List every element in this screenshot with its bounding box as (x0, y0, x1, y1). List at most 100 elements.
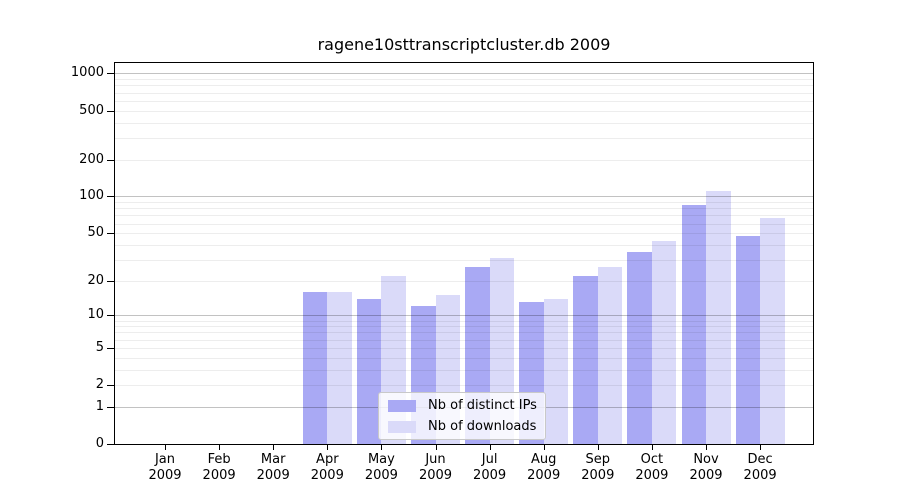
x-tick-year: 2009 (148, 468, 182, 483)
legend: Nb of distinct IPs Nb of downloads (378, 392, 546, 440)
gridline-minor (115, 92, 813, 94)
x-tick-year: 2009 (689, 468, 723, 483)
y-tick-label: 20 (87, 272, 104, 288)
x-tick-mark (327, 444, 329, 450)
bar-nb-of-downloads-oct (651, 241, 677, 444)
x-tick-label: Jun 2009 (404, 452, 468, 484)
x-tick-month: Aug (530, 452, 557, 467)
bar-nb-of-downloads-nov (706, 191, 731, 444)
bar-nb-of-distinct-ips-dec (735, 236, 761, 444)
gridline-minor (115, 137, 813, 139)
x-tick-year: 2009 (418, 468, 453, 483)
gridline-minor (115, 100, 813, 102)
bar-nb-of-distinct-ips-apr (302, 292, 328, 444)
bar-nb-of-distinct-ips-sep (573, 275, 598, 444)
x-tick-label: Jan 2009 (133, 452, 197, 484)
legend-label: Nb of downloads (428, 419, 537, 434)
legend-swatch-icon (388, 399, 416, 412)
y-tick-label: 0 (95, 436, 104, 451)
x-tick-mark (219, 444, 221, 450)
x-tick-label: Dec 2009 (728, 452, 792, 484)
x-tick-label: Jul 2009 (458, 452, 522, 484)
y-tick-label: 2 (95, 377, 104, 393)
bar-nb-of-downloads-dec (760, 218, 785, 444)
x-tick-year: 2009 (473, 468, 507, 483)
x-tick-month: Apr (316, 452, 339, 467)
y-tick-mark (107, 315, 114, 317)
x-tick-mark (651, 444, 653, 450)
gridline-minor (115, 159, 813, 161)
x-tick-month: Dec (747, 452, 773, 467)
x-tick-year: 2009 (743, 468, 777, 483)
x-tick-month: Mar (260, 452, 286, 467)
gridline-major (115, 73, 813, 75)
legend-row: Nb of downloads (379, 418, 545, 436)
y-tick-label: 1 (95, 398, 104, 414)
plot-area: Nb of distinct IPs Nb of downloads (114, 62, 814, 445)
x-tick-label: Apr 2009 (295, 452, 359, 484)
chart-title: ragene10sttranscriptcluster.db 2009 (317, 35, 611, 54)
x-tick-mark (273, 444, 275, 450)
x-tick-month: May (367, 452, 395, 467)
x-tick-year: 2009 (527, 468, 561, 483)
x-tick-mark (435, 444, 437, 450)
y-tick-mark (107, 280, 114, 282)
x-tick-year: 2009 (364, 468, 398, 483)
x-tick-year: 2009 (202, 468, 236, 483)
y-tick-label: 500 (79, 102, 104, 118)
x-tick-label: Sep 2009 (566, 452, 630, 484)
x-tick-month: Oct (640, 452, 664, 467)
y-tick-mark (107, 196, 114, 198)
x-tick-label: Aug 2009 (512, 452, 576, 484)
x-tick-month: Jul (481, 452, 498, 467)
x-tick-month: Feb (207, 452, 231, 467)
x-tick-month: Jun (425, 452, 446, 467)
legend-swatch-icon (388, 420, 416, 433)
bar-nb-of-downloads-sep (597, 267, 623, 444)
bar-nb-of-distinct-ips-nov (681, 205, 706, 444)
bar-nb-of-distinct-ips-may (356, 298, 382, 444)
x-tick-mark (489, 444, 491, 450)
bar-nb-of-downloads-aug (543, 298, 569, 444)
x-tick-label: Nov 2009 (674, 452, 738, 484)
x-tick-mark (381, 444, 383, 450)
x-tick-label: May 2009 (349, 452, 413, 484)
y-tick-mark (107, 110, 114, 112)
x-tick-mark (706, 444, 707, 450)
x-tick-year: 2009 (310, 468, 344, 483)
legend-label: Nb of distinct IPs (428, 398, 537, 413)
x-tick-mark (597, 444, 599, 450)
y-tick-label: 10 (87, 307, 104, 323)
y-tick-mark (107, 233, 114, 235)
gridline-minor (115, 79, 813, 81)
gridline-minor (115, 85, 813, 87)
x-tick-label: Mar 2009 (241, 452, 305, 484)
y-tick-label: 200 (79, 151, 104, 167)
x-tick-label: Feb 2009 (187, 452, 251, 484)
x-tick-year: 2009 (581, 468, 615, 483)
x-tick-mark (165, 444, 166, 450)
y-tick-mark (107, 73, 114, 75)
bar-nb-of-distinct-ips-oct (627, 251, 652, 444)
y-tick-mark (107, 444, 114, 445)
bar-nb-of-downloads-apr (327, 292, 352, 444)
y-tick-label: 100 (79, 188, 104, 204)
x-tick-year: 2009 (635, 468, 669, 483)
x-tick-mark (760, 444, 762, 450)
y-tick-mark (107, 406, 114, 408)
gridline-minor (115, 110, 813, 112)
y-tick-mark (107, 347, 114, 349)
y-tick-label: 5 (95, 339, 104, 355)
x-tick-month: Jan (154, 452, 176, 467)
y-tick-label: 1000 (70, 65, 104, 81)
x-tick-month: Sep (585, 452, 611, 467)
gridline-minor (115, 122, 813, 124)
y-tick-mark (107, 385, 114, 387)
x-tick-year: 2009 (256, 468, 290, 483)
x-tick-label: Oct 2009 (620, 452, 684, 484)
x-tick-mark (543, 444, 545, 450)
x-tick-month: Nov (693, 452, 719, 467)
y-tick-label: 50 (87, 225, 104, 241)
y-tick-mark (107, 159, 114, 161)
